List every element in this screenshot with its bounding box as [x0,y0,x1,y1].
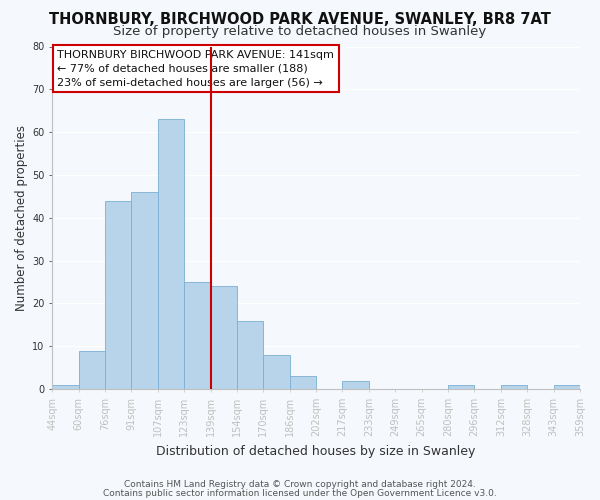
Bar [79,350,105,389]
Bar [290,376,316,389]
Y-axis label: Number of detached properties: Number of detached properties [15,125,28,311]
Text: Size of property relative to detached houses in Swanley: Size of property relative to detached ho… [113,25,487,38]
Text: THORNBURY BIRCHWOOD PARK AVENUE: 141sqm
← 77% of detached houses are smaller (18: THORNBURY BIRCHWOOD PARK AVENUE: 141sqm … [58,50,334,88]
Text: Contains HM Land Registry data © Crown copyright and database right 2024.: Contains HM Land Registry data © Crown c… [124,480,476,489]
Bar [263,355,290,389]
X-axis label: Distribution of detached houses by size in Swanley: Distribution of detached houses by size … [157,444,476,458]
Text: Contains public sector information licensed under the Open Government Licence v3: Contains public sector information licen… [103,488,497,498]
Bar [52,385,79,389]
Bar [131,192,158,389]
Text: THORNBURY, BIRCHWOOD PARK AVENUE, SWANLEY, BR8 7AT: THORNBURY, BIRCHWOOD PARK AVENUE, SWANLE… [49,12,551,28]
Bar [105,200,131,389]
Bar [448,385,475,389]
Bar [211,286,237,389]
Bar [184,282,211,389]
Bar [343,380,369,389]
Bar [237,320,263,389]
Bar [501,385,527,389]
Bar [554,385,580,389]
Bar [158,120,184,389]
